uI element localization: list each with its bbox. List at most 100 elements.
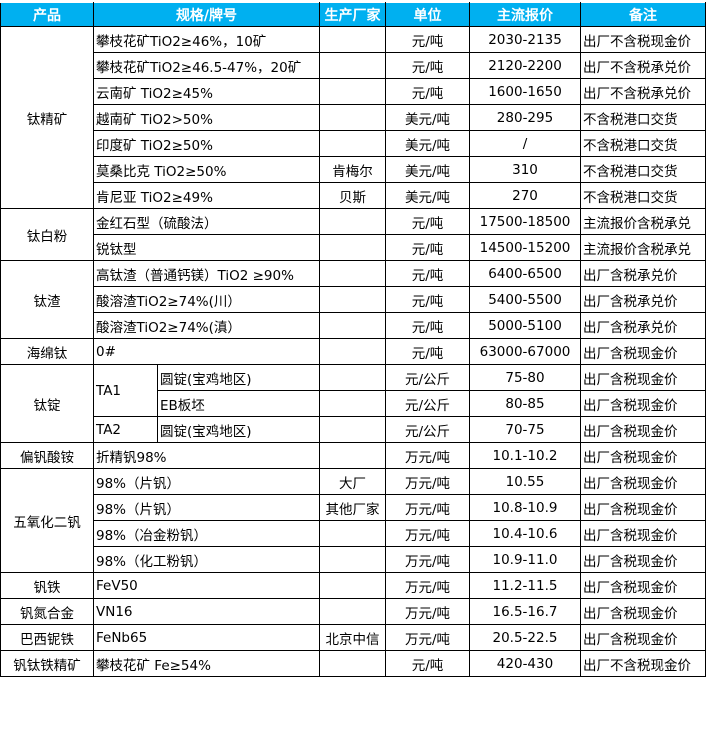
unit-cell: 美元/吨: [385, 156, 470, 183]
unit-cell: 万元/吨: [385, 546, 470, 573]
price-cell: 420-430: [469, 650, 581, 677]
price-cell: 270: [469, 182, 581, 209]
spec-cell: 印度矿 TiO2≥50%: [93, 130, 320, 157]
unit-cell: 万元/吨: [385, 494, 470, 521]
note-cell: 出厂含税现金价: [580, 468, 706, 495]
maker-cell: [319, 208, 386, 235]
product-cell: 钒氮合金: [0, 598, 94, 625]
spec-cell: 98%（化工粉钒）: [93, 546, 320, 573]
price-cell: 5400-5500: [469, 286, 581, 313]
maker-cell: [319, 104, 386, 131]
spec-cell: 莫桑比克 TiO2≥50%: [93, 156, 320, 183]
product-cell: 钛渣: [0, 260, 94, 339]
maker-cell: [319, 572, 386, 599]
note-cell: 出厂含税现金价: [580, 546, 706, 573]
maker-cell: [319, 52, 386, 79]
table-row: 98%（化工粉钒） 万元/吨 10.9-11.0 出厂含税现金价: [1, 546, 706, 573]
maker-cell: [319, 650, 386, 677]
table-row: 巴西铌铁 FeNb65 北京中信 万元/吨 20.5-22.5 出厂含税现金价: [0, 624, 706, 651]
spec-cell: 金红石型（硫酸法）: [93, 208, 320, 235]
price-cell: 16.5-16.7: [469, 598, 581, 625]
note-cell: 不含税港口交货: [580, 130, 706, 157]
table-row: 海绵钛 0# 元/吨 63000-67000 出厂含税现金价: [0, 338, 706, 365]
maker-cell: [319, 546, 386, 573]
spec-cell: 圆锭(宝鸡地区): [157, 416, 320, 443]
price-cell: 20.5-22.5: [469, 624, 581, 651]
product-cell: 偏钒酸铵: [0, 442, 94, 469]
header-maker: 生产厂家: [319, 2, 386, 27]
unit-cell: 元/吨: [385, 234, 470, 261]
table-row: 五氧化二钒 98%（片钒） 大厂 万元/吨 10.55 出厂含税现金价: [0, 468, 706, 573]
note-cell: 出厂不含税承兑价: [580, 52, 706, 79]
table-row: 越南矿 TiO2>50% 美元/吨 280-295 不含税港口交货: [1, 104, 706, 131]
unit-cell: 元/吨: [385, 260, 470, 287]
price-cell: 10.55: [469, 468, 581, 495]
spec-cell: 攀枝花矿TiO2≥46.5-47%，20矿: [93, 52, 320, 79]
unit-cell: 万元/吨: [385, 468, 470, 495]
maker-cell: [319, 416, 386, 443]
spec-cell: 越南矿 TiO2>50%: [93, 104, 320, 131]
table-row: 莫桑比克 TiO2≥50% 肯梅尔 美元/吨 310 不含税港口交货: [1, 156, 706, 183]
unit-cell: 元/吨: [385, 286, 470, 313]
unit-cell: 美元/吨: [385, 104, 470, 131]
spec-cell: 攀枝花矿TiO2≥46%，10矿: [93, 26, 320, 53]
spec-cell: 0#: [93, 338, 320, 365]
price-cell: 75-80: [469, 364, 581, 391]
price-cell: 10.8-10.9: [469, 494, 581, 521]
grade-cell: TA2: [93, 416, 158, 443]
maker-cell: [319, 130, 386, 157]
unit-cell: 元/吨: [385, 78, 470, 105]
note-cell: 不含税港口交货: [580, 182, 706, 209]
header-row: 产品 规格/牌号 生产厂家 单位 主流报价 备注: [0, 2, 706, 27]
table-row: 钛渣 高钛渣（普通钙镁）TiO2 ≥90% 元/吨 6400-6500 出厂含税承兑价: [0, 260, 706, 339]
unit-cell: 元/公斤: [385, 364, 470, 391]
price-cell: 6400-6500: [469, 260, 581, 287]
note-cell: 出厂含税现金价: [580, 494, 706, 521]
spec-cell: 高钛渣（普通钙镁）TiO2 ≥90%: [93, 260, 320, 287]
maker-cell: 贝斯: [319, 182, 386, 209]
note-cell: 出厂不含税现金价: [580, 650, 706, 677]
note-cell: 出厂含税现金价: [580, 338, 706, 365]
note-cell: 出厂含税现金价: [580, 442, 706, 469]
note-cell: 出厂含税承兑价: [580, 260, 706, 287]
price-cell: 14500-15200: [469, 234, 581, 261]
price-cell: 2120-2200: [469, 52, 581, 79]
note-cell: 出厂含税现金价: [580, 390, 706, 417]
table-row: 钛锭 TA1 圆锭(宝鸡地区) 元/公斤 75-80 出厂含税现金价: [0, 364, 706, 443]
table-row: 钛精矿 攀枝花矿TiO2≥46%，10矿 元/吨 2030-2135 出厂不含税现金价: [0, 26, 706, 209]
spec-cell: 98%（片钒）: [93, 494, 320, 521]
table-row: 印度矿 TiO2≥50% 美元/吨 / 不含税港口交货: [1, 130, 706, 157]
maker-cell: [319, 260, 386, 287]
maker-cell: 北京中信: [319, 624, 386, 651]
spec-cell: 锐钛型: [93, 234, 320, 261]
spec-cell: VN16: [93, 598, 320, 625]
table-row: 肯尼亚 TiO2≥49% 贝斯 美元/吨 270 不含税港口交货: [1, 182, 706, 209]
table-row: 98%（冶金粉钒） 万元/吨 10.4-10.6 出厂含税现金价: [1, 520, 706, 547]
note-cell: 不含税港口交货: [580, 104, 706, 131]
spec-cell: FeV50: [93, 572, 320, 599]
maker-cell: [319, 598, 386, 625]
price-cell: 80-85: [469, 390, 581, 417]
table-row: 锐钛型 元/吨 14500-15200 主流报价含税承兑: [1, 234, 706, 261]
price-cell: 11.2-11.5: [469, 572, 581, 599]
price-cell: 1600-1650: [469, 78, 581, 105]
price-cell: 5000-5100: [469, 312, 581, 339]
unit-cell: 元/吨: [385, 338, 470, 365]
spec-cell: 肯尼亚 TiO2≥49%: [93, 182, 320, 209]
product-cell: 钛白粉: [0, 208, 94, 261]
price-cell: 10.1-10.2: [469, 442, 581, 469]
note-cell: 不含税港口交货: [580, 156, 706, 183]
unit-cell: 美元/吨: [385, 130, 470, 157]
note-cell: 主流报价含税承兑: [580, 208, 706, 235]
note-cell: 出厂含税现金价: [580, 598, 706, 625]
product-cell: 钒铁: [0, 572, 94, 599]
note-cell: 出厂含税承兑价: [580, 286, 706, 313]
product-cell: 钛精矿: [0, 26, 94, 209]
note-cell: 出厂含税现金价: [580, 624, 706, 651]
unit-cell: 元/吨: [385, 26, 470, 53]
table-row: TA2 圆锭(宝鸡地区) 元/公斤 70-75 出厂含税现金价: [1, 416, 706, 443]
unit-cell: 万元/吨: [385, 598, 470, 625]
unit-cell: 元/吨: [385, 650, 470, 677]
product-cell: 五氧化二钒: [0, 468, 94, 573]
maker-cell: [319, 364, 386, 391]
